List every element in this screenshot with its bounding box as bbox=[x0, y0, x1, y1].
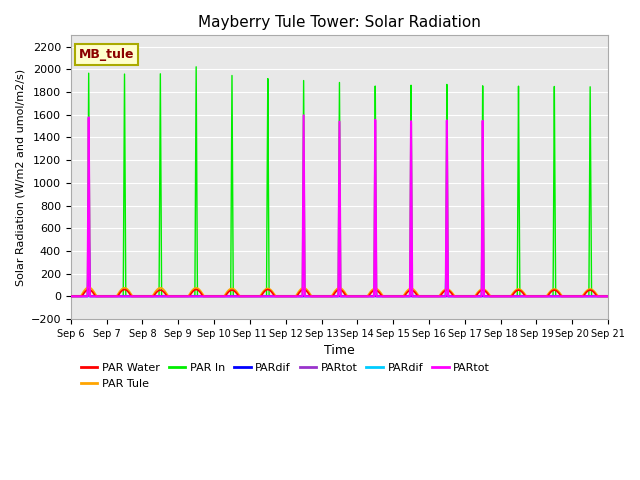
X-axis label: Time: Time bbox=[324, 344, 355, 357]
Title: Mayberry Tule Tower: Solar Radiation: Mayberry Tule Tower: Solar Radiation bbox=[198, 15, 481, 30]
Y-axis label: Solar Radiation (W/m2 and umol/m2/s): Solar Radiation (W/m2 and umol/m2/s) bbox=[15, 69, 25, 286]
Legend: PAR Water, PAR Tule, PAR In, PARdif, PARtot, PARdif, PARtot: PAR Water, PAR Tule, PAR In, PARdif, PAR… bbox=[76, 359, 495, 393]
Text: MB_tule: MB_tule bbox=[79, 48, 134, 61]
